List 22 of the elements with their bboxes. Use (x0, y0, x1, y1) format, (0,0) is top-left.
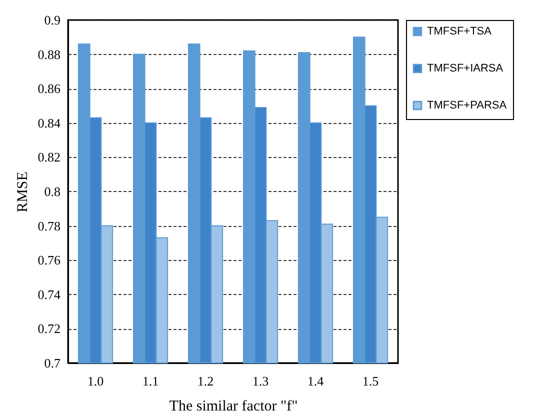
y-tick-label: 0.84 (38, 115, 61, 130)
y-tick-label: 0.8 (44, 184, 60, 199)
y-tick-label: 0.88 (38, 46, 60, 62)
legend-label: TMFSF+PARSA (427, 100, 508, 112)
y-tick-label: 0.72 (38, 321, 60, 336)
y-axis-title: RMSE (14, 172, 31, 212)
y-tick-label: 0.76 (38, 252, 61, 268)
x-tick-label: 1.1 (142, 374, 159, 388)
y-tick-label: 0.78 (38, 218, 60, 234)
x-tick-label: 1.0 (87, 374, 104, 388)
x-tick-label: 1.4 (307, 374, 324, 388)
y-tick-label: 0.86 (38, 81, 61, 96)
x-tick-label: 1.3 (252, 374, 269, 388)
y-tick-label: 0.7 (44, 356, 61, 370)
x-tick-label: 1.5 (362, 374, 379, 388)
y-tick-label: 0.74 (38, 286, 61, 302)
x-axis-title: The similar factor "f" (169, 398, 298, 414)
y-tick-label: 0.82 (38, 150, 60, 165)
legend-label: TMFSF+TSA (427, 26, 492, 38)
x-tick-label: 1.2 (197, 374, 214, 388)
y-tick-label: 0.9 (44, 12, 60, 28)
legend-label: TMFSF+IARSA (427, 62, 504, 74)
